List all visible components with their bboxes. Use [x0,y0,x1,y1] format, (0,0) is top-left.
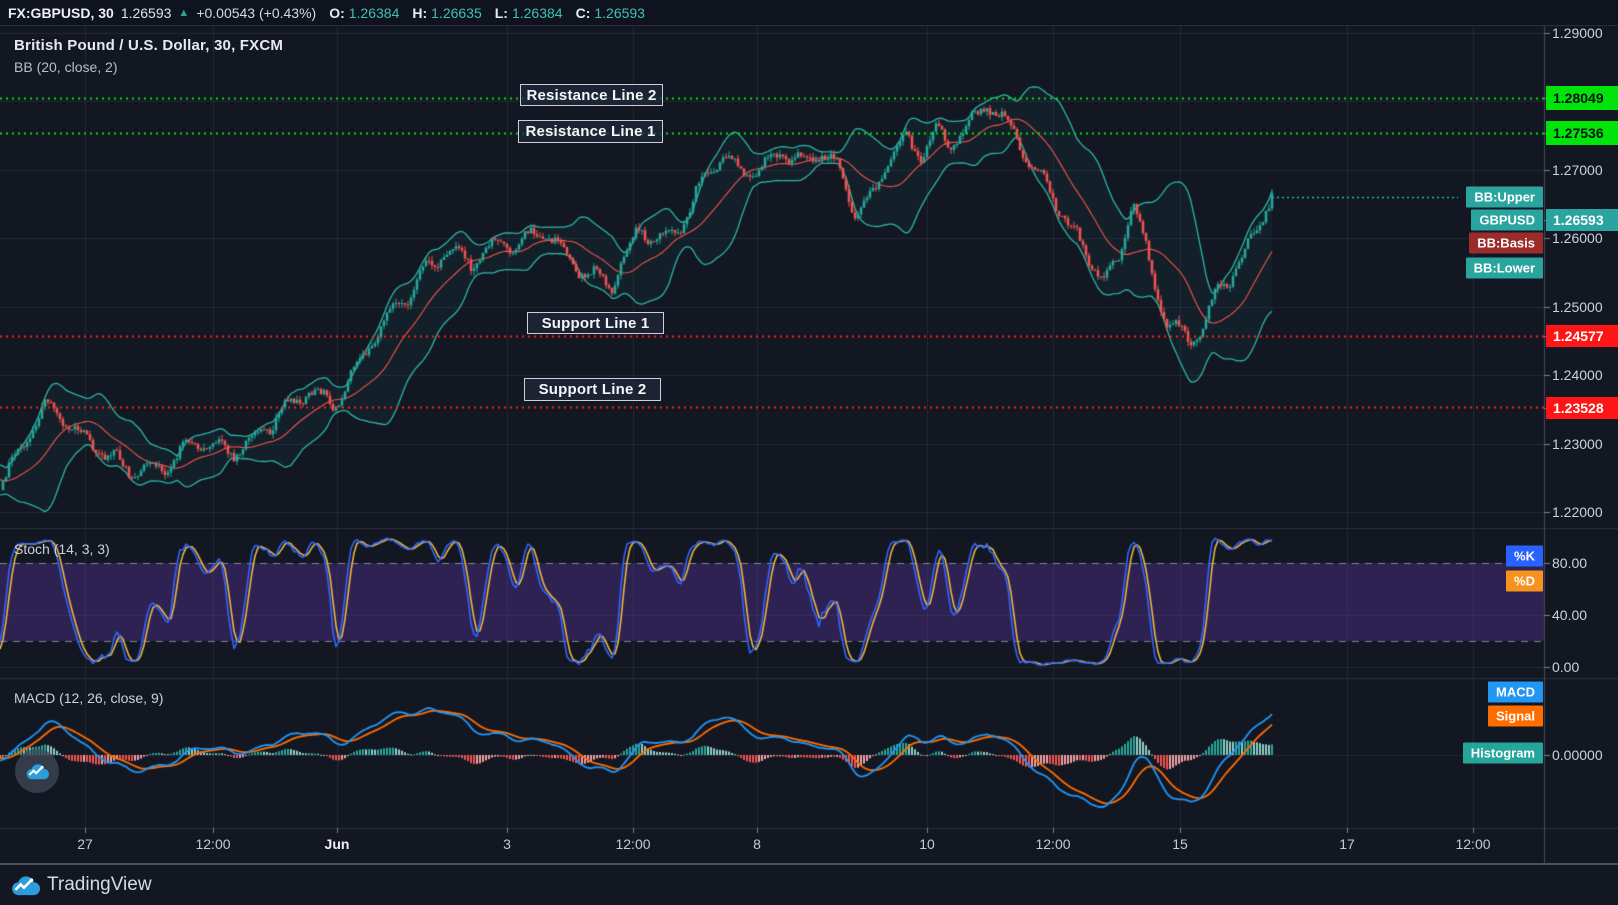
time-axis-tick: 12:00 [195,836,231,852]
stoch-indicator-legend[interactable]: Stoch (14, 3, 3) [14,541,110,557]
price-axis-tick: 1.27000 [1552,161,1603,178]
series-name-badge: BB:Basis [1469,232,1543,254]
price-axis-tick: 1.25000 [1552,298,1603,315]
open-value: 1.26384 [348,4,400,21]
time-axis-tick: 10 [919,836,935,852]
price-axis-badge: 1.23528 [1546,397,1618,419]
price-axis-tick: 1.22000 [1552,504,1603,520]
series-name-badge: Signal [1487,705,1543,727]
tradingview-brand-link[interactable]: TradingView [10,874,152,896]
open-label: O: [329,4,345,21]
low-label: L: [494,4,508,21]
close-value: 1.26593 [594,4,645,21]
tradingview-cloud-icon [12,875,40,895]
footer-bar: TradingView [0,863,1618,905]
price-axis-tick: 1.26000 [1552,230,1603,247]
macd-axis-tick: 0.00000 [1552,747,1603,763]
ohlc-statusbar: FX:GBPUSD, 30 1.26593 ▲ +0.00543 (+0.43%… [0,0,1618,26]
high-value: 1.26635 [431,4,482,21]
time-axis-tick: 12:00 [615,836,651,852]
price-axis-badge: 1.27536 [1546,121,1618,145]
tradingview-logo-button[interactable] [15,749,59,793]
symbol-name[interactable]: FX:GBPUSD, 30 [8,4,114,21]
series-name-badge: GBPUSD [1471,209,1543,231]
time-axis-tick: 27 [77,836,93,852]
macd-indicator-legend[interactable]: MACD (12, 26, close, 9) [14,690,164,706]
level-flag-label[interactable]: Support Line 2 [524,378,661,401]
price-axis-tick: 1.24000 [1552,367,1603,384]
time-axis-tick: 12:00 [1455,836,1491,852]
time-axis-tick: 12:00 [1035,836,1071,852]
level-flag-label[interactable]: Resistance Line 2 [520,84,663,106]
series-name-badge: Histogram [1462,742,1543,764]
price-axis-badge: 1.28049 [1546,86,1618,110]
stoch-axis-tick: 80.00 [1552,555,1588,571]
time-axis-tick: 3 [503,836,511,852]
stoch-axis-tick: 0.00 [1552,659,1580,675]
high-label: H: [412,4,428,21]
low-value: 1.26384 [511,4,563,21]
tradingview-cloud-icon [26,763,49,779]
up-arrow-icon: ▲ [178,6,190,19]
series-name-badge: BB:Upper [1466,186,1543,208]
bb-indicator-legend[interactable]: BB (20, close, 2) [14,59,118,75]
price-axis-badge: 1.26593 [1546,209,1618,231]
series-name-badge: MACD [1488,681,1543,703]
close-label: C: [575,4,591,21]
level-flag-label[interactable]: Support Line 1 [527,312,664,334]
series-name-badge: %K [1506,545,1543,567]
price-change: +0.00543 (+0.43%) [196,4,317,21]
price-axis-badge: 1.24577 [1546,325,1618,347]
last-price: 1.26593 [120,4,172,21]
stoch-axis-tick: 40.00 [1552,607,1588,623]
time-axis-tick: 8 [753,836,761,852]
time-axis-tick: 17 [1339,836,1355,852]
price-axis-tick: 1.23000 [1552,435,1603,452]
level-flag-label[interactable]: Resistance Line 1 [518,120,663,143]
time-axis-tick: Jun [324,836,350,852]
series-name-badge: %D [1506,570,1543,592]
price-axis-tick: 1.29000 [1552,25,1603,41]
brand-text: TradingView [47,874,152,895]
time-axis-tick: 15 [1172,836,1188,852]
series-name-badge: BB:Lower [1465,257,1543,279]
chart-legend-title[interactable]: British Pound / U.S. Dollar, 30, FXCM [14,37,284,54]
